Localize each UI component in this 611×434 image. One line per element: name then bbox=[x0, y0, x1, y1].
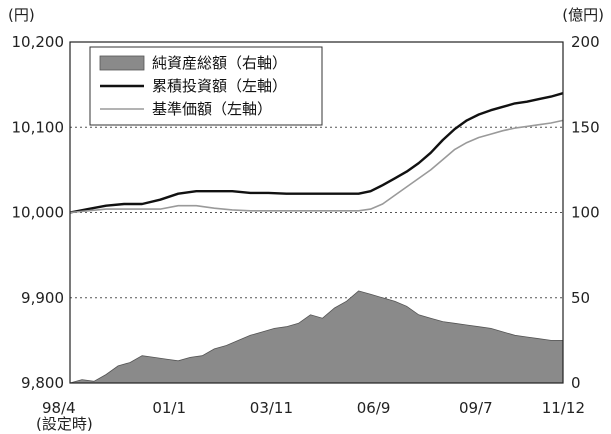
right-tick-label: 150 bbox=[571, 118, 600, 136]
left-axis-unit: (円) bbox=[8, 6, 35, 24]
right-tick-label: 0 bbox=[571, 374, 581, 392]
legend-box bbox=[89, 46, 323, 126]
right-tick-label: 200 bbox=[571, 33, 600, 51]
right-axis-ticks: 200 150 100 50 0 bbox=[571, 33, 600, 392]
x-tick-label: 11/12 bbox=[542, 399, 585, 417]
series-area-net-assets bbox=[69, 290, 564, 384]
series-line-cumulative-investment bbox=[69, 92, 564, 214]
gridlines bbox=[70, 126, 563, 299]
area-layer bbox=[69, 290, 564, 384]
legend-swatch-area bbox=[99, 55, 145, 71]
right-tick-label: 100 bbox=[571, 204, 600, 222]
left-tick-label: 10,200 bbox=[12, 33, 65, 51]
x-tick-label: 06/9 bbox=[357, 399, 391, 417]
legend-label: 基準価額（左軸） bbox=[152, 100, 272, 118]
left-tick-label: 10,100 bbox=[12, 118, 65, 136]
left-tick-label: 9,800 bbox=[21, 374, 64, 392]
legend: 純資産総額（右軸） 累積投資額（左軸） 基準価額（左軸） bbox=[89, 46, 323, 126]
x-tick-label: 98/4 bbox=[42, 399, 76, 417]
x-tick-label: 01/1 bbox=[152, 399, 186, 417]
left-axis-ticks: 10,200 10,100 10,000 9,900 9,800 bbox=[12, 33, 65, 392]
legend-label: 累積投資額（左軸） bbox=[152, 77, 287, 95]
x-tick-sublabel: (設定時) bbox=[36, 415, 93, 433]
x-tick-label: 09/7 bbox=[459, 399, 493, 417]
line-layer bbox=[69, 92, 564, 214]
right-tick-label: 50 bbox=[571, 289, 590, 307]
x-tick-label: 03/11 bbox=[250, 399, 293, 417]
right-axis-unit: (億円) bbox=[562, 6, 604, 24]
left-tick-label: 9,900 bbox=[21, 289, 64, 307]
left-tick-label: 10,000 bbox=[12, 204, 65, 222]
x-axis-ticks: 98/4(設定時) 01/1 03/11 06/9 09/7 11/12 bbox=[36, 399, 585, 433]
series-line-nav bbox=[69, 119, 564, 214]
legend-label: 純資産総額（右軸） bbox=[152, 54, 287, 72]
plot-frame bbox=[69, 41, 564, 384]
